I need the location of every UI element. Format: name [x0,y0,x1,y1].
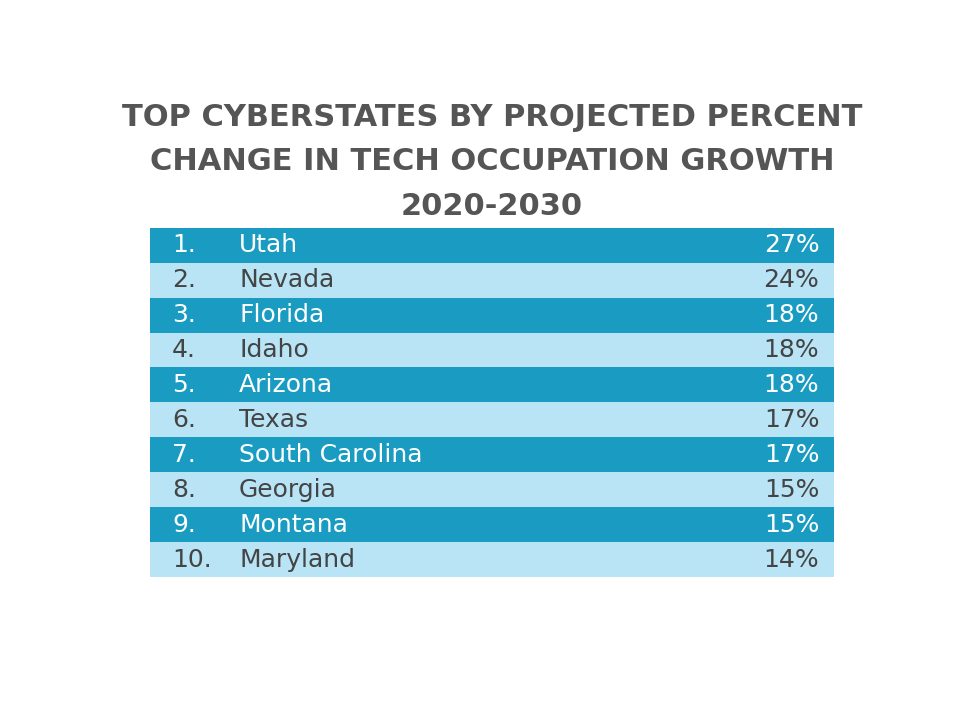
Text: 15%: 15% [764,513,820,536]
FancyBboxPatch shape [150,367,834,402]
Text: Idaho: Idaho [239,338,309,362]
FancyBboxPatch shape [150,542,834,577]
FancyBboxPatch shape [150,228,834,263]
Text: 4.: 4. [172,338,196,362]
FancyBboxPatch shape [150,437,834,472]
Text: 18%: 18% [764,303,820,327]
FancyBboxPatch shape [150,402,834,437]
Text: 2020-2030: 2020-2030 [401,192,583,221]
Text: 27%: 27% [764,233,820,257]
FancyBboxPatch shape [150,297,834,333]
Text: Georgia: Georgia [239,478,337,502]
Text: 6.: 6. [172,408,196,432]
Text: 5.: 5. [172,373,196,397]
Text: TOP CYBERSTATES BY PROJECTED PERCENT: TOP CYBERSTATES BY PROJECTED PERCENT [122,103,862,132]
Text: 3.: 3. [172,303,196,327]
Text: Nevada: Nevada [239,268,334,292]
FancyBboxPatch shape [150,333,834,367]
FancyBboxPatch shape [150,472,834,507]
Text: Arizona: Arizona [239,373,333,397]
Text: 10.: 10. [172,548,212,572]
Text: 24%: 24% [763,268,820,292]
Text: Texas: Texas [239,408,308,432]
Text: 7.: 7. [172,443,196,467]
Text: 9.: 9. [172,513,196,536]
Text: 18%: 18% [764,373,820,397]
Text: 17%: 17% [764,443,820,467]
Text: CHANGE IN TECH OCCUPATION GROWTH: CHANGE IN TECH OCCUPATION GROWTH [150,148,834,176]
Text: Florida: Florida [239,303,324,327]
FancyBboxPatch shape [150,507,834,542]
Text: Utah: Utah [239,233,299,257]
Text: 18%: 18% [764,338,820,362]
Text: Montana: Montana [239,513,348,536]
Text: 14%: 14% [764,548,820,572]
FancyBboxPatch shape [150,263,834,297]
Text: 2.: 2. [172,268,196,292]
Text: 17%: 17% [764,408,820,432]
Text: Maryland: Maryland [239,548,355,572]
Text: South Carolina: South Carolina [239,443,422,467]
Text: 15%: 15% [764,478,820,502]
Text: 8.: 8. [172,478,196,502]
Text: 1.: 1. [172,233,196,257]
